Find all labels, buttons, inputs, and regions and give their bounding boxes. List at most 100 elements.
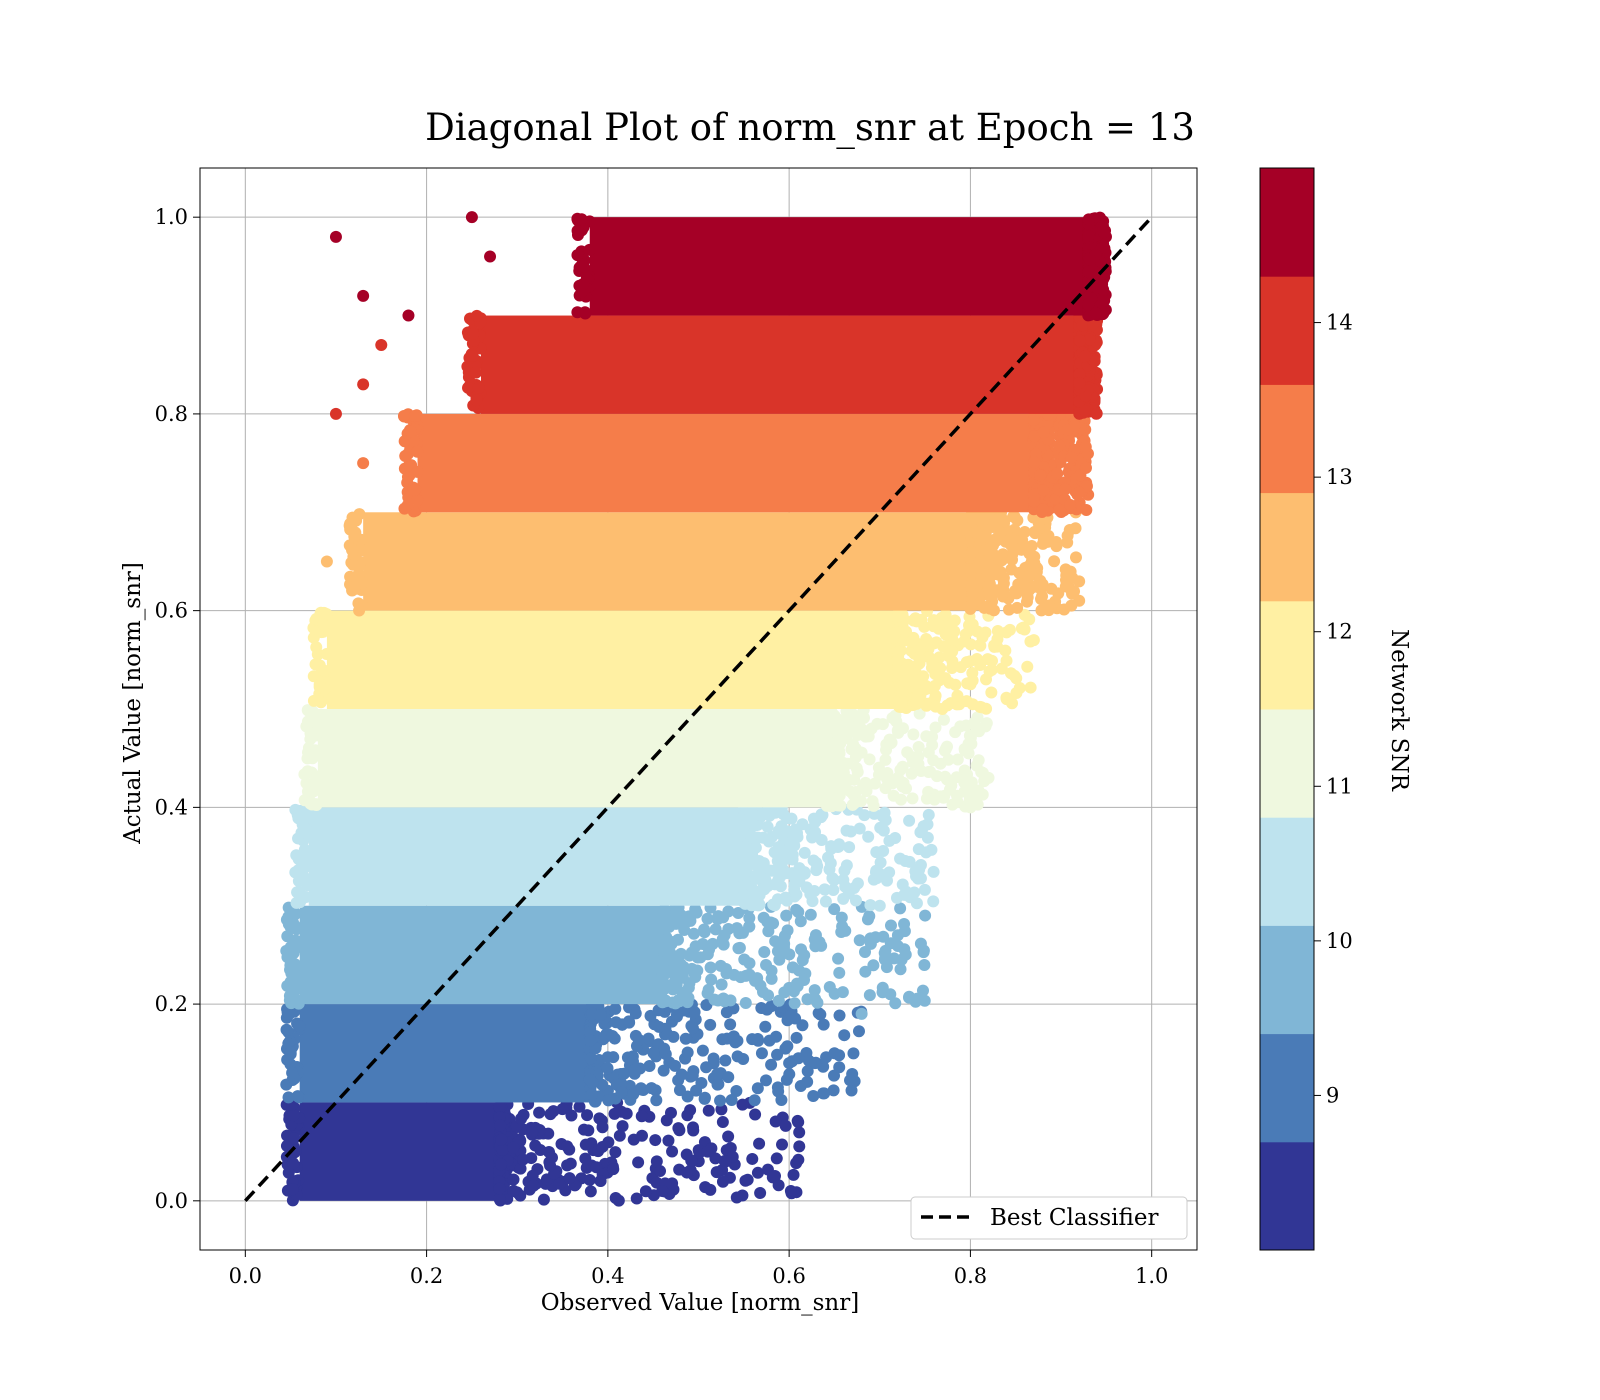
scatter-point (681, 1046, 694, 1059)
scatter-point (881, 874, 894, 887)
scatter-point (755, 1047, 768, 1060)
scatter-point (857, 711, 870, 724)
scatter-point (881, 773, 894, 786)
scatter-point (915, 765, 928, 778)
scatter-point (311, 693, 324, 706)
scatter-point (307, 748, 320, 761)
scatter-point (596, 1121, 609, 1134)
y-tick-label: 0.2 (155, 992, 188, 1016)
scatter-point (1036, 537, 1049, 550)
scatter-point (841, 714, 854, 727)
scatter-point (885, 736, 898, 749)
scatter-point (1048, 555, 1061, 568)
scatter-point-band (299, 1102, 500, 1201)
scatter-point (974, 658, 987, 671)
scatter-point (687, 1124, 700, 1137)
scatter-point (1021, 660, 1034, 673)
scatter-point (1008, 669, 1021, 682)
scatter-point (914, 653, 927, 666)
scatter-point (770, 1152, 783, 1165)
scatter-point (527, 1179, 540, 1192)
scatter-point (738, 845, 751, 858)
colorbar-segment (1260, 1033, 1314, 1143)
scatter-point (1028, 430, 1041, 443)
scatter-point (1032, 516, 1045, 529)
scatter-point (692, 1144, 705, 1157)
colorbar-tick-label: 11 (1326, 774, 1353, 798)
colorbar-tick-label: 9 (1326, 1083, 1339, 1107)
scatter-point (666, 1145, 679, 1158)
scatter-point (889, 832, 902, 845)
scatter-point (849, 894, 862, 907)
x-tick-label: 0.2 (410, 1264, 443, 1288)
scatter-point (1026, 557, 1039, 570)
scatter-point (668, 966, 681, 979)
scatter-point (659, 994, 672, 1007)
scatter-point (494, 1119, 507, 1132)
scatter-point (627, 1088, 640, 1101)
colorbar-tick-label: 10 (1326, 929, 1353, 953)
scatter-point (398, 502, 411, 515)
scatter-point (561, 1159, 574, 1172)
scatter-point (982, 557, 995, 570)
scatter-point (665, 936, 678, 949)
scatter-point (720, 1006, 733, 1019)
scatter-point (1078, 404, 1091, 417)
scatter-point (853, 822, 866, 835)
scatter-point (496, 1143, 509, 1156)
scatter-point (833, 1009, 846, 1022)
scatter-point (317, 618, 330, 631)
scatter-point (745, 830, 758, 843)
scatter-point (701, 1145, 714, 1158)
scatter-point (877, 930, 890, 943)
scatter-point (1090, 407, 1103, 420)
scatter-point (780, 812, 793, 825)
scatter-point (293, 979, 306, 992)
scatter-point (776, 1138, 789, 1151)
scatter-point (517, 1153, 530, 1166)
scatter-point (283, 1007, 296, 1020)
scatter-point (910, 870, 923, 883)
scatter-point (834, 799, 847, 812)
scatter-point (613, 1129, 626, 1142)
scatter-point (690, 1084, 703, 1097)
scatter-point (725, 1093, 738, 1106)
scatter-point (918, 959, 931, 972)
scatter-point (350, 514, 363, 527)
scatter-point (995, 662, 1008, 675)
scatter-point (811, 996, 824, 1009)
scatter-point (905, 635, 918, 648)
scatter-point (912, 741, 925, 754)
scatter-point (660, 979, 673, 992)
scatter-point (944, 697, 957, 710)
scatter-point (290, 993, 303, 1006)
scatter-point (469, 366, 482, 379)
scatter-point (1088, 355, 1101, 368)
scatter-point (760, 1003, 773, 1016)
scatter-point (317, 664, 330, 677)
scatter-point (288, 919, 301, 932)
scatter-point (985, 686, 998, 699)
scatter-point (495, 1133, 508, 1146)
scatter-point (892, 645, 905, 658)
scatter-point (553, 1177, 566, 1190)
scatter-point (743, 920, 756, 933)
scatter-point (718, 929, 731, 942)
scatter-point (872, 761, 885, 774)
scatter-point (837, 892, 850, 905)
scatter-point (329, 407, 342, 420)
scatter-point (639, 1185, 652, 1198)
scatter-point (577, 278, 590, 291)
scatter-point (607, 1163, 620, 1176)
scatter-point (349, 580, 362, 593)
scatter-point (403, 459, 416, 472)
scatter-point (470, 309, 483, 322)
scatter-point (738, 818, 751, 831)
scatter-point (916, 984, 929, 997)
scatter-point (987, 548, 1000, 561)
scatter-point (698, 923, 711, 936)
scatter-point (963, 619, 976, 632)
scatter-point (632, 1033, 645, 1046)
scatter-point (940, 740, 953, 753)
scatter-point (903, 855, 916, 868)
